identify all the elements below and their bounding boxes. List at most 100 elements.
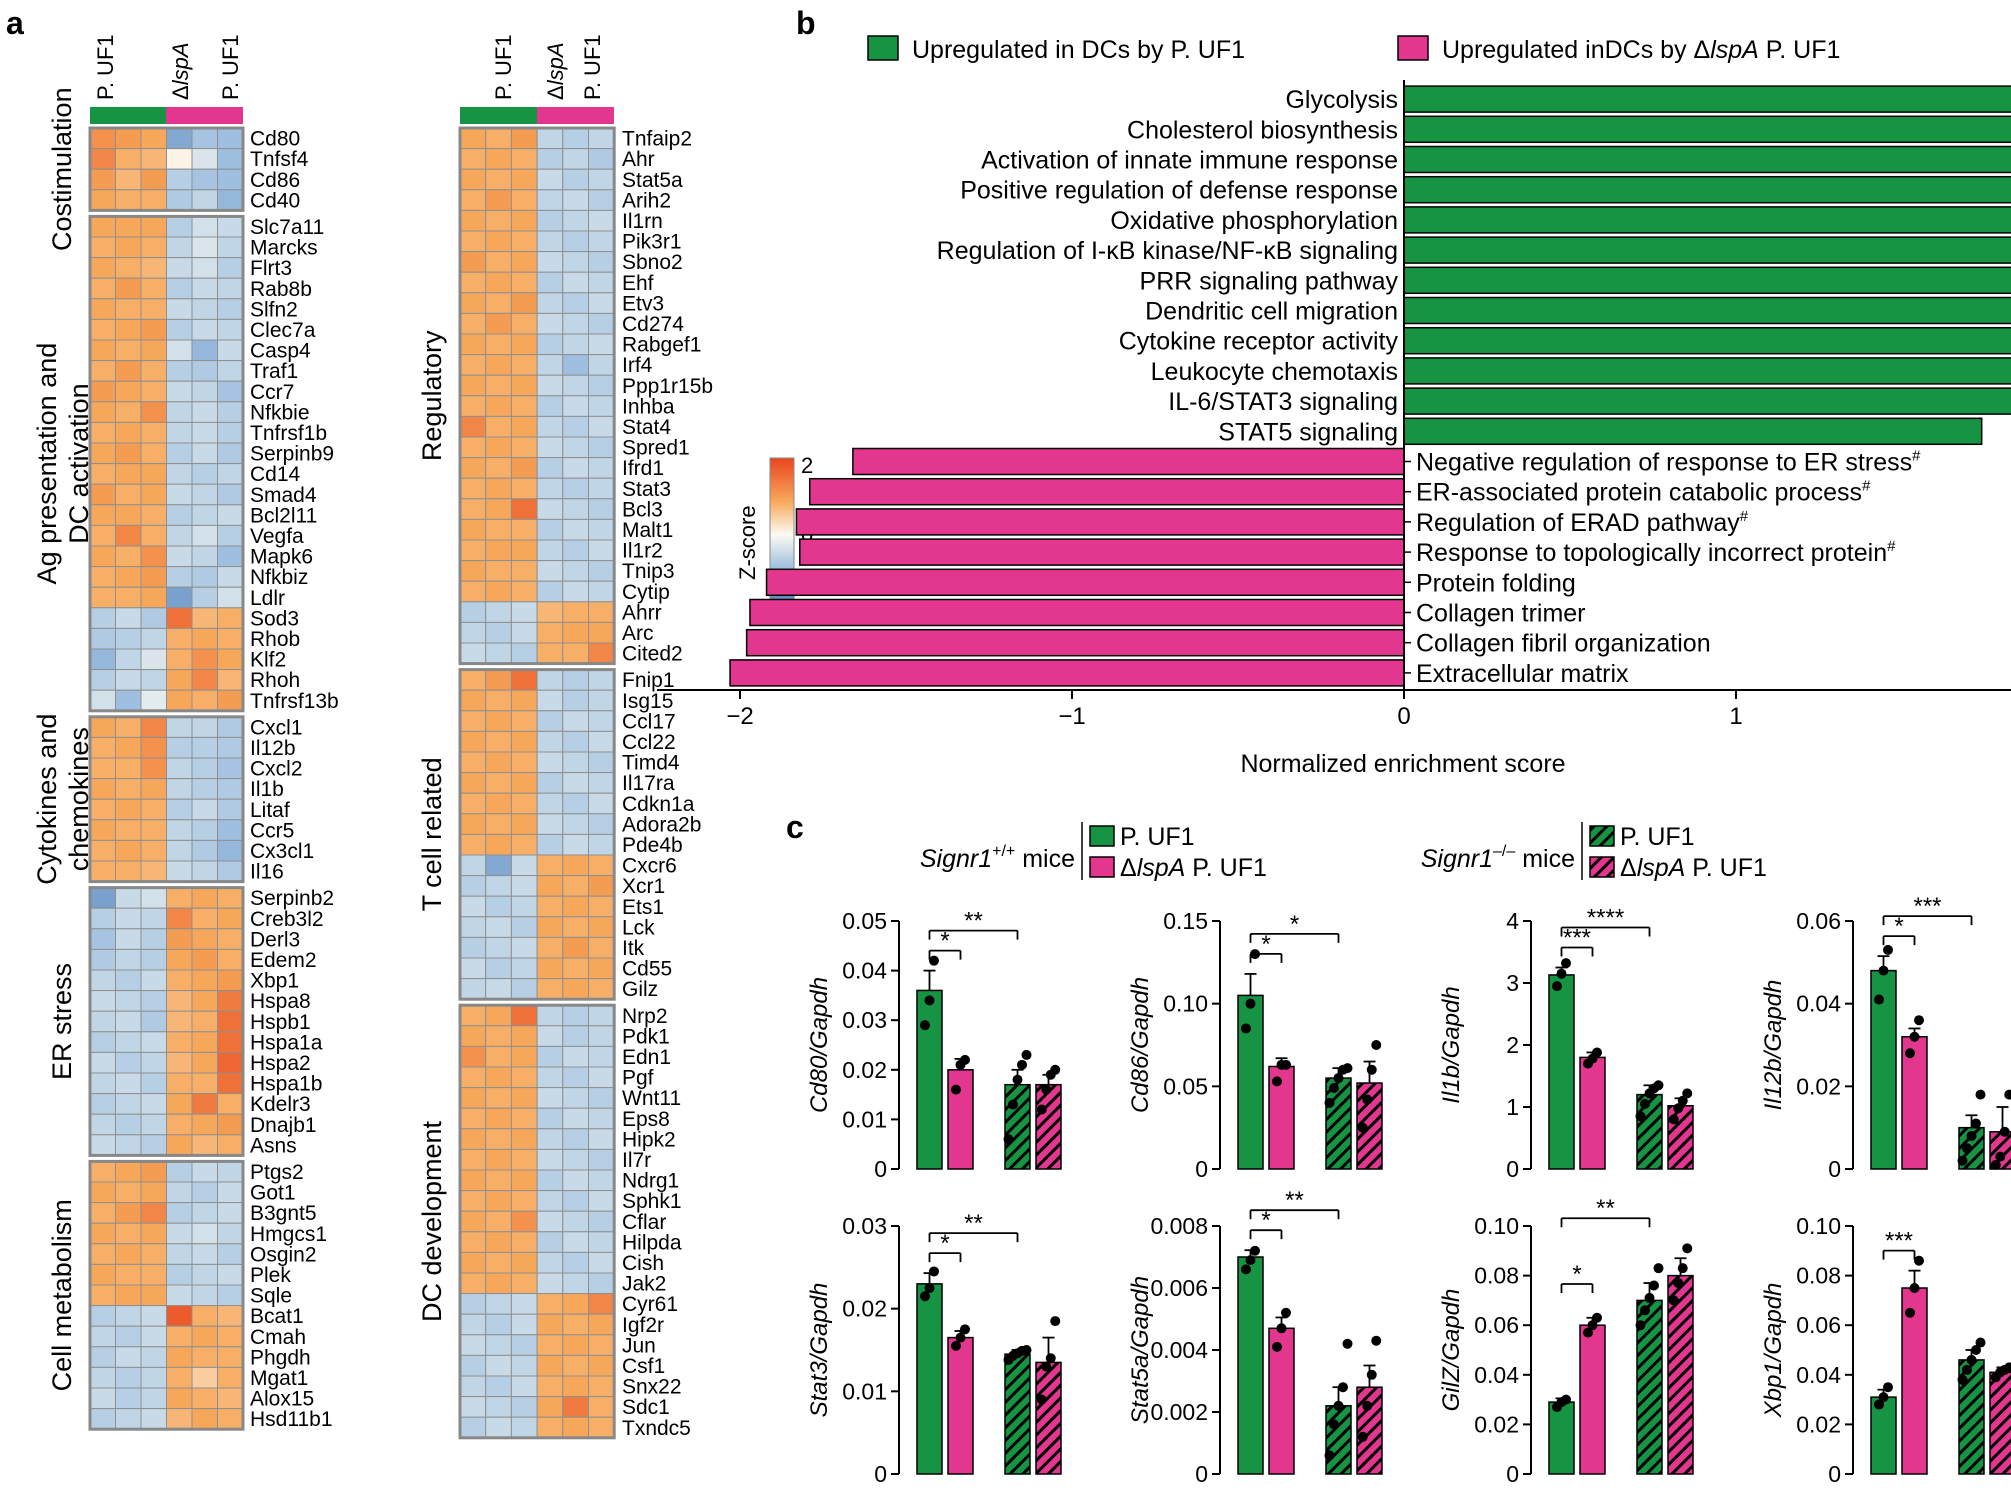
term-label: Activation of innate immune response <box>981 147 1398 175</box>
gene-label: Fnip1 <box>622 669 675 692</box>
y-tick-label: 0.03 <box>842 1007 887 1033</box>
heatmap-cell <box>89 215 116 238</box>
data-point <box>1281 1307 1291 1318</box>
heatmap-cell <box>459 833 487 856</box>
bar <box>947 1069 974 1170</box>
legend-wt-sup: +/+ <box>992 843 1015 860</box>
heatmap-cell <box>588 1416 615 1439</box>
gene-label: Tnfrsf13b <box>250 690 339 713</box>
data-point <box>1561 958 1571 969</box>
heatmap-cell <box>588 209 615 232</box>
heatmap-cell <box>115 1222 142 1245</box>
gene-label: Mapk6 <box>250 546 313 569</box>
heatmap-cell <box>140 483 167 506</box>
heatmap-cell <box>115 669 142 691</box>
heatmap-cell <box>140 401 167 423</box>
heatmap-cell <box>115 524 142 547</box>
data-point <box>1587 1320 1598 1331</box>
heatmap-cell <box>588 1293 615 1315</box>
heatmap-cell <box>89 1325 116 1348</box>
data-point <box>1673 1103 1684 1114</box>
heatmap-cell <box>191 1325 218 1348</box>
y-tick-label: 0.006 <box>1150 1275 1208 1301</box>
colorbar-tick-high: 2 <box>801 453 813 478</box>
heatmap-cell <box>536 395 564 417</box>
section-label: DC development <box>417 1120 447 1322</box>
y-tick-label: 0.02 <box>1796 1073 1841 1099</box>
gene-label: Plek <box>250 1264 291 1287</box>
y-tick-label: 0 <box>1828 1156 1841 1182</box>
data-point <box>1962 1364 1972 1375</box>
up-bar <box>1403 145 2011 174</box>
up-bar <box>1403 387 2011 415</box>
heatmap-cell <box>510 1354 538 1377</box>
heatmap-cell <box>217 360 244 382</box>
heatmap-cell <box>217 1093 244 1115</box>
heatmap-cell <box>191 189 218 211</box>
y-tick-label: 3 <box>1506 970 1519 996</box>
heatmap-cell <box>115 1093 142 1115</box>
heatmap-cell <box>89 1284 116 1307</box>
gene-label: Ptgs2 <box>250 1161 304 1184</box>
heatmap-section: Tnfaip2AhrStat5aArih2Il1rnPik3r1Sbno2Ehf… <box>417 126 713 666</box>
heatmap-cell <box>562 1066 589 1089</box>
heatmap-cell <box>485 751 512 774</box>
heatmap-cell <box>588 1231 615 1253</box>
heatmap-cell <box>217 1113 244 1136</box>
heatmap-cell <box>485 895 512 918</box>
data-point <box>1276 1323 1287 1334</box>
heatmap-cell <box>459 1416 487 1439</box>
term-text: Protein folding <box>1416 569 1576 597</box>
heatmap-cell <box>217 1387 244 1410</box>
heatmap-cell <box>140 1284 167 1307</box>
gene-label: Hspb1 <box>250 1011 311 1034</box>
heatmap-cell <box>510 710 538 732</box>
heatmap-cell <box>562 1231 589 1253</box>
heatmap-cell <box>588 751 615 774</box>
heatmap-cell <box>166 757 193 780</box>
heatmap-cell <box>562 642 589 665</box>
heatmap-cell <box>166 380 193 403</box>
heatmap-cell <box>459 642 487 665</box>
gene-label: Rabgef1 <box>622 334 701 357</box>
heatmap-cell <box>140 689 167 712</box>
heatmap-cell <box>485 1004 512 1027</box>
heatmap-cell <box>510 833 538 856</box>
heatmap-cell <box>562 895 589 918</box>
col-group-2-bar <box>166 107 243 124</box>
heatmap-cell <box>140 907 167 930</box>
gene-label: Asns <box>250 1134 297 1157</box>
data-point <box>1975 1337 1986 1348</box>
heatmap-cell <box>536 148 564 170</box>
heatmap-cell <box>140 360 167 382</box>
heatmap-cell <box>459 1087 487 1109</box>
heatmap-section: Serpinb2Creb3l2Derl3Edem2Xbp1Hspa8Hspb1H… <box>47 886 334 1157</box>
heatmap-cell <box>140 1010 167 1033</box>
heatmap-cell <box>510 875 538 897</box>
heatmap-cell <box>191 1113 218 1136</box>
heatmap-cell <box>217 215 244 238</box>
heatmap-cell <box>459 1107 487 1130</box>
heatmap-cell <box>115 1051 142 1074</box>
data-point <box>1653 1263 1664 1274</box>
gene-label: Kdelr3 <box>250 1093 311 1116</box>
y-tick-label: 0.02 <box>1796 1411 1841 1437</box>
heatmap-cell <box>536 689 564 712</box>
heatmap-cell <box>510 1293 538 1315</box>
y-tick-label: 0.04 <box>1796 1362 1841 1388</box>
y-axis-label: Stat3/Gapdh <box>806 1283 833 1418</box>
heatmap-cell <box>562 957 589 980</box>
heatmap-cell <box>115 648 142 671</box>
qpcr-legend-ko: Signr1–/– mice P. UF1 ΔlspA P. UF1 <box>1421 822 1767 882</box>
heatmap-cell <box>536 271 564 294</box>
term-label: Cytokine receptor activity <box>1119 328 1399 356</box>
heatmap-cell <box>166 318 193 341</box>
heatmap-cell <box>115 1181 142 1204</box>
heatmap-cell <box>588 333 615 356</box>
sig-label: **** <box>1587 905 1624 932</box>
gene-label: Sdc1 <box>622 1396 670 1419</box>
heatmap-cell <box>588 1251 615 1274</box>
heatmap-cell <box>166 1113 193 1136</box>
data-point <box>960 1324 970 1335</box>
